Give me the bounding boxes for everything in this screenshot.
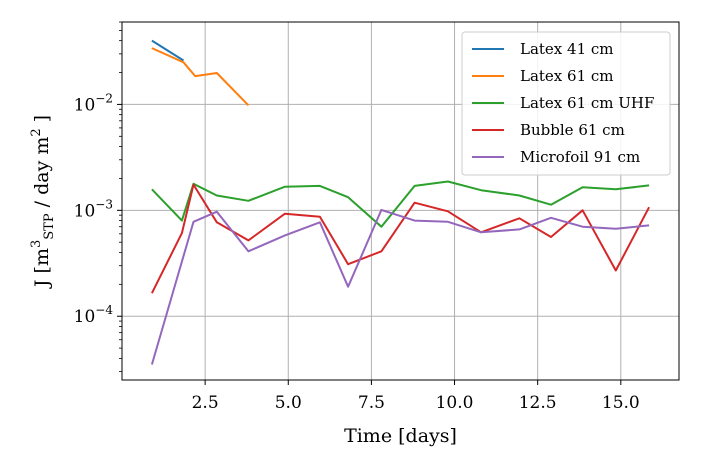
series-line-bubble-61-cm [151, 183, 650, 294]
plot-frame [121, 21, 680, 381]
x-axis-label: Time [days] [344, 425, 457, 447]
series-line-microfoil-91-cm [150, 208, 650, 365]
legend-label-latex-61-cm: Latex 61 cm [520, 67, 614, 85]
series-line-latex-41-cm [151, 39, 185, 62]
legend-label-microfoil-91-cm: Microfoil 91 cm [520, 148, 640, 166]
x-tick-label: 7.5 [358, 393, 385, 413]
y-label-prefix: J [m [31, 248, 53, 289]
y-label-sup-stp: 3 [29, 240, 44, 248]
y-axis-label: J [m3STP / day m2 ] [29, 115, 57, 289]
x-tick-label: 12.5 [519, 393, 557, 413]
y-label-middle: / day m [31, 137, 53, 214]
series-line-latex-61-cm-uhf [151, 180, 650, 228]
x-tick-label: 10.0 [436, 393, 474, 413]
y-label-sub-stp: STP [42, 213, 57, 240]
y-label-sup-m: 2 [29, 128, 44, 136]
y-tick-label: 10−2 [74, 91, 113, 115]
series-line-latex-61-cm [151, 47, 250, 106]
series-lines [150, 39, 650, 365]
x-tick-label: 5.0 [275, 393, 302, 413]
legend: Latex 41 cm Latex 61 cm Latex 61 cm UHF Bub… [461, 31, 671, 176]
y-label-suffix: ] [31, 115, 53, 128]
legend-box [461, 31, 671, 176]
legend-label-latex-41-cm: Latex 41 cm [520, 40, 614, 58]
y-tick-label: 10−3 [74, 197, 113, 221]
y-axis: 10−2 10−3 10−4 [74, 21, 122, 373]
x-tick-label: 2.5 [192, 393, 219, 413]
legend-label-latex-61-cm-uhf: Latex 61 cm UHF [520, 94, 654, 112]
legend-label-bubble-61-cm: Bubble 61 cm [520, 121, 625, 139]
x-tick-label: 15.0 [602, 393, 640, 413]
x-axis: 2.5 5.0 7.5 10.0 12.5 15.0 [192, 380, 640, 413]
y-tick-label: 10−4 [74, 303, 114, 327]
